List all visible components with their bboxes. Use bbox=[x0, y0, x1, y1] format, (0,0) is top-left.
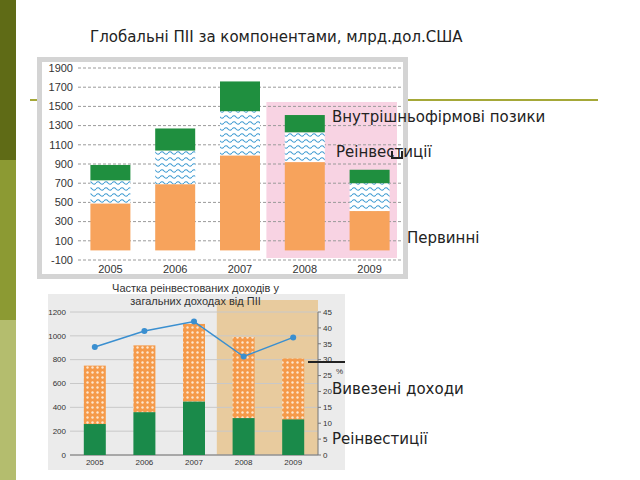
canvas: -100100300500700900110013001500170019002… bbox=[0, 0, 640, 480]
marker bbox=[290, 334, 296, 340]
y2-tick-label: 0 bbox=[323, 451, 328, 460]
x-tick-label: 2008 bbox=[293, 263, 317, 275]
line bbox=[95, 322, 293, 357]
bar bbox=[220, 81, 260, 111]
legend-bracket bbox=[392, 151, 402, 158]
y-tick-label: 1100 bbox=[49, 139, 73, 151]
bar bbox=[183, 324, 205, 401]
bar bbox=[350, 183, 390, 211]
x-tick-label: 2007 bbox=[185, 458, 203, 467]
chart-panel bbox=[48, 294, 345, 470]
y-tick-label: 200 bbox=[53, 427, 67, 436]
legend-label: Частка реінвестованих доходів у загальни… bbox=[88, 282, 303, 308]
bar bbox=[282, 419, 304, 455]
bar bbox=[233, 337, 255, 418]
chart: -100 100 300 500 700 900 1100 1300 1500 1700 1900 2… bbox=[37, 57, 408, 279]
y-tick-label: 1300 bbox=[49, 119, 73, 131]
marker bbox=[191, 319, 197, 325]
marks bbox=[90, 81, 389, 250]
chart-title: Глобальні ПІІ за компонентами, млрд.дол.… bbox=[90, 28, 463, 46]
y-tick-label: 100 bbox=[55, 235, 73, 247]
legend-label: Вивезені доходи bbox=[332, 380, 464, 398]
stripe bbox=[0, 0, 16, 160]
y2-tick-label: 45 bbox=[323, 308, 332, 317]
legend-label: Внутрішньофірмові позики bbox=[332, 108, 545, 126]
bar bbox=[84, 424, 106, 455]
y2-tick-label: 15 bbox=[323, 403, 332, 412]
y-tick-label: 900 bbox=[55, 158, 73, 170]
bar bbox=[133, 345, 155, 412]
bar bbox=[155, 184, 195, 250]
x-tick-label: 2007 bbox=[228, 263, 252, 275]
marker bbox=[241, 353, 247, 359]
y-tick-label: 300 bbox=[55, 215, 73, 227]
x-tick-label: 2009 bbox=[284, 458, 302, 467]
bar bbox=[133, 412, 155, 455]
y2-tick-label: 40 bbox=[323, 324, 332, 333]
x-tick-label: 2006 bbox=[136, 458, 154, 467]
x-tick-label: 2005 bbox=[98, 263, 122, 275]
bar bbox=[285, 132, 325, 162]
y-tick-label: 800 bbox=[53, 355, 67, 364]
y-tick-label: 700 bbox=[55, 177, 73, 189]
stripe bbox=[0, 160, 16, 320]
bar bbox=[90, 165, 130, 180]
legend-bracket bbox=[308, 361, 345, 363]
y-tick-label: 500 bbox=[55, 196, 73, 208]
bar bbox=[220, 111, 260, 155]
highlight bbox=[217, 300, 318, 455]
grid-line bbox=[78, 260, 402, 261]
bar bbox=[90, 180, 130, 203]
marker bbox=[141, 328, 147, 334]
y-tick-label: 600 bbox=[53, 379, 67, 388]
bar bbox=[285, 162, 325, 250]
bar bbox=[233, 418, 255, 455]
marker bbox=[92, 344, 98, 350]
y-tick-label: 1000 bbox=[48, 332, 66, 341]
bar bbox=[350, 170, 390, 183]
y2-tick-label: 10 bbox=[323, 419, 332, 428]
stripe bbox=[0, 320, 16, 480]
bar bbox=[282, 358, 304, 419]
bar bbox=[155, 151, 195, 185]
x-tick-label: 2009 bbox=[357, 263, 381, 275]
y-tick-label: 1700 bbox=[49, 81, 73, 93]
y-tick-label: -100 bbox=[51, 254, 73, 266]
bar bbox=[183, 401, 205, 455]
x-tick-label: 2008 bbox=[235, 458, 253, 467]
y-tick-label: 1200 bbox=[48, 308, 66, 317]
y2-axis-label: % bbox=[336, 367, 343, 376]
legend-label: Первинні bbox=[407, 229, 479, 247]
bar bbox=[155, 128, 195, 150]
y-tick-label: 400 bbox=[53, 403, 67, 412]
grid-line bbox=[78, 68, 402, 69]
marks bbox=[84, 319, 304, 455]
y-tick-label: 0 bbox=[62, 451, 67, 460]
y2-tick-label: 30 bbox=[323, 355, 332, 364]
slide: -100100300500700900110013001500170019002… bbox=[0, 0, 640, 480]
bar bbox=[285, 115, 325, 132]
bar bbox=[220, 155, 260, 250]
bar bbox=[90, 203, 130, 250]
y-tick-label: 1900 bbox=[49, 62, 73, 74]
y2-tick-label: 25 bbox=[323, 371, 332, 380]
legend-label: Реінвестиції bbox=[336, 143, 432, 161]
y2-tick-label: 35 bbox=[323, 340, 332, 349]
y-tick-label: 1500 bbox=[49, 100, 73, 112]
chart-panel bbox=[37, 57, 408, 279]
grid-line bbox=[70, 312, 318, 313]
x-tick-label: 2005 bbox=[86, 458, 104, 467]
legend-label: Реінвестиції bbox=[332, 430, 428, 448]
y2-axis bbox=[318, 312, 319, 455]
chart: 020040060080010001200051015202530354045%… bbox=[48, 294, 345, 470]
chart-inner bbox=[42, 62, 403, 274]
bar bbox=[350, 211, 390, 250]
x-tick-label: 2006 bbox=[163, 263, 187, 275]
bar bbox=[84, 366, 106, 424]
y2-tick-label: 5 bbox=[323, 435, 328, 444]
